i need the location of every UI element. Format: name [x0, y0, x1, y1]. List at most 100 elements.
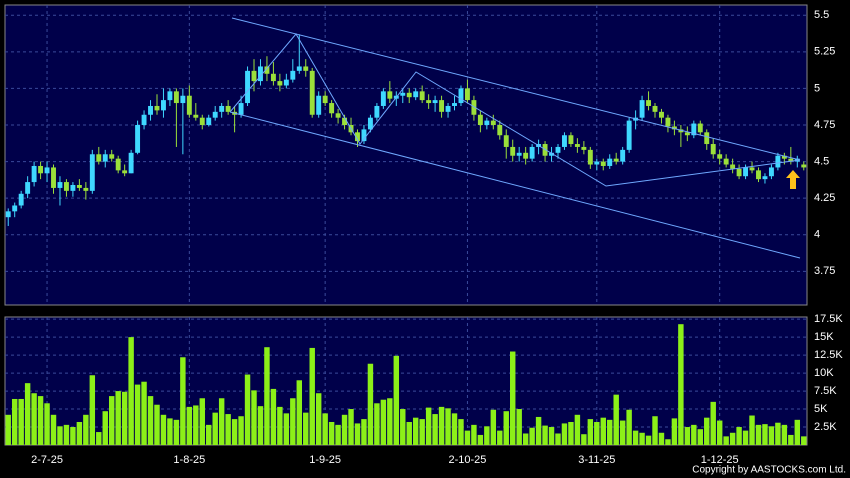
candle-body — [562, 135, 567, 147]
candle-body — [490, 120, 496, 125]
volume-bar — [723, 436, 729, 445]
volume-bar — [167, 418, 173, 445]
candle-body — [400, 92, 406, 96]
volume-bar — [206, 424, 212, 445]
volume-bar — [173, 419, 180, 445]
candle-body — [426, 100, 432, 104]
y-tick-label: 5K — [814, 403, 828, 415]
volume-bar — [367, 363, 374, 445]
volume-bar — [328, 421, 335, 445]
candle-body — [251, 70, 257, 82]
volume-bar — [516, 409, 522, 445]
volume-bar — [762, 424, 768, 445]
candle-body — [25, 182, 31, 194]
volume-bar — [180, 357, 186, 445]
candle-body — [477, 114, 483, 125]
candle-body — [497, 125, 503, 136]
candle-body — [587, 149, 593, 165]
candle-body — [38, 165, 44, 174]
candle-body — [439, 100, 445, 112]
x-tick-label: 2-7-25 — [31, 454, 63, 466]
volume-bar — [775, 422, 781, 445]
arrow — [786, 170, 800, 189]
volume-bar — [76, 421, 83, 445]
candle-body — [44, 167, 50, 174]
candle-body — [581, 146, 587, 150]
volume-bar — [801, 436, 807, 445]
volume-bar — [542, 425, 548, 445]
candle-body — [594, 161, 600, 165]
volume-bar — [322, 413, 328, 445]
volume-bar — [574, 414, 581, 445]
volume-bar — [477, 434, 484, 445]
candle-body — [122, 170, 128, 174]
volume-bar — [613, 394, 619, 445]
volume-bar — [788, 434, 794, 445]
candle-body — [367, 117, 373, 130]
volume-bar — [296, 380, 302, 445]
volume-bar — [716, 420, 723, 445]
volume-bar — [529, 427, 535, 445]
volume-bar — [607, 419, 613, 445]
volume-bar — [315, 393, 322, 445]
volume-bar — [419, 419, 425, 445]
volume-bar — [70, 427, 76, 445]
candle-body — [406, 92, 412, 98]
volume-bar — [729, 432, 736, 445]
volume-bar — [335, 424, 341, 445]
candle-body — [678, 129, 684, 133]
volume-bar — [503, 411, 509, 445]
candle-body — [652, 105, 658, 112]
candle-body — [303, 66, 309, 71]
volume-bar — [458, 419, 464, 445]
x-tick-label: 1-8-25 — [173, 454, 205, 466]
volume-bar — [548, 427, 555, 445]
volume-bar — [632, 430, 639, 445]
candle-body — [620, 149, 626, 162]
candle-body — [219, 105, 225, 112]
candle-body — [335, 113, 341, 118]
candle-body — [684, 132, 690, 136]
candle-body — [258, 66, 263, 82]
candle-body — [768, 167, 774, 177]
volume-bar — [658, 432, 665, 445]
candle-body — [199, 117, 205, 125]
volume-bar — [102, 411, 108, 445]
volume-bar — [704, 417, 710, 445]
volume-bar — [121, 391, 128, 445]
candle-body — [736, 168, 742, 177]
x-tick-label: 3-11-25 — [578, 454, 615, 466]
candle-body — [523, 152, 529, 159]
volume-bar — [5, 414, 11, 445]
candle-body — [173, 91, 179, 104]
volume-bar — [555, 433, 561, 445]
candle-body — [264, 66, 270, 74]
candle-body — [529, 146, 535, 159]
volume-bar — [652, 416, 658, 445]
volume-bar — [425, 407, 432, 445]
volume-bar — [147, 396, 154, 445]
volume-bar — [348, 409, 354, 445]
volume-bar — [645, 435, 652, 445]
candle-body — [432, 100, 438, 104]
y-tick-label: 4.25 — [814, 192, 835, 204]
candle-body — [639, 100, 645, 118]
candle-body — [135, 125, 141, 153]
volume-bar — [438, 406, 445, 445]
candle-body — [212, 111, 218, 118]
volume-bar — [141, 381, 147, 445]
candle-body — [329, 103, 335, 114]
volume-bar — [678, 324, 684, 445]
volume-bar — [154, 404, 160, 445]
volume-bar — [354, 423, 361, 445]
candle-body — [89, 154, 95, 191]
candle-body — [115, 158, 121, 171]
candle-body — [613, 158, 619, 162]
volume-bar — [225, 414, 231, 445]
volume-bar — [794, 419, 801, 445]
candle-body — [296, 66, 302, 71]
candle-body — [96, 154, 102, 162]
volume-bar — [89, 375, 96, 445]
candle-body — [316, 95, 322, 115]
volume-bar — [387, 398, 393, 445]
